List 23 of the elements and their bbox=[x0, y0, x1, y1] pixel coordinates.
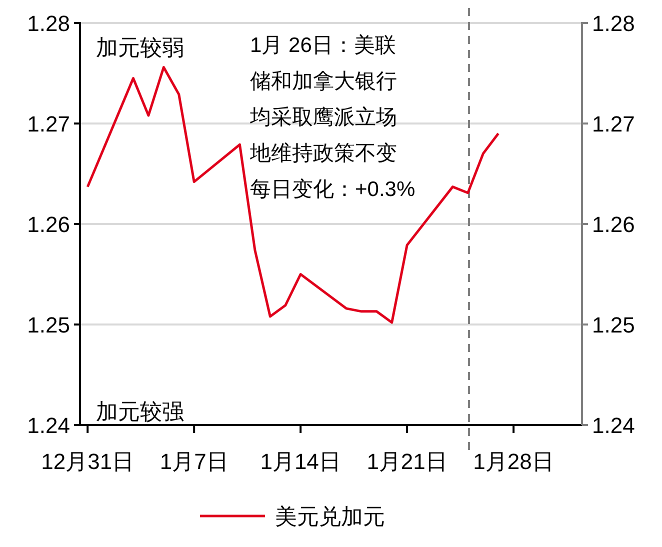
x-tick-label: 1月28日 bbox=[473, 449, 554, 474]
y2-tick-label: 1.28 bbox=[592, 11, 635, 36]
y2-tick-label: 1.26 bbox=[592, 212, 635, 237]
annotation: 加元较弱 bbox=[96, 35, 184, 60]
annotation: 储和加拿大银行 bbox=[250, 70, 397, 93]
x-tick-label: 1月21日 bbox=[366, 449, 448, 474]
annotation: 地维持政策不变 bbox=[250, 142, 397, 165]
y2-tick-label: 1.27 bbox=[592, 112, 635, 136]
y2-tick-label: 1.25 bbox=[592, 312, 635, 338]
annotation: 1月 26日：美联 bbox=[250, 34, 396, 57]
y-tick-label: 1.24 bbox=[27, 413, 70, 438]
legend-label: 美元兑加元 bbox=[275, 504, 385, 529]
y-tick-label: 1.25 bbox=[27, 312, 70, 338]
annotation: 均采取鹰派立场 bbox=[250, 106, 397, 129]
x-tick-label: 1月7日 bbox=[160, 449, 228, 474]
annotation: 加元较强 bbox=[96, 399, 184, 424]
x-tick-label: 12月31日 bbox=[41, 449, 134, 474]
y-tick-label: 1.28 bbox=[27, 11, 70, 36]
y-tick-label: 1.26 bbox=[27, 212, 70, 237]
x-tick-label: 1月14日 bbox=[260, 449, 341, 474]
y-tick-label: 1.27 bbox=[27, 112, 70, 136]
y2-tick-label: 1.24 bbox=[592, 413, 635, 438]
annotation: 每日变化：+0.3% bbox=[250, 178, 416, 201]
